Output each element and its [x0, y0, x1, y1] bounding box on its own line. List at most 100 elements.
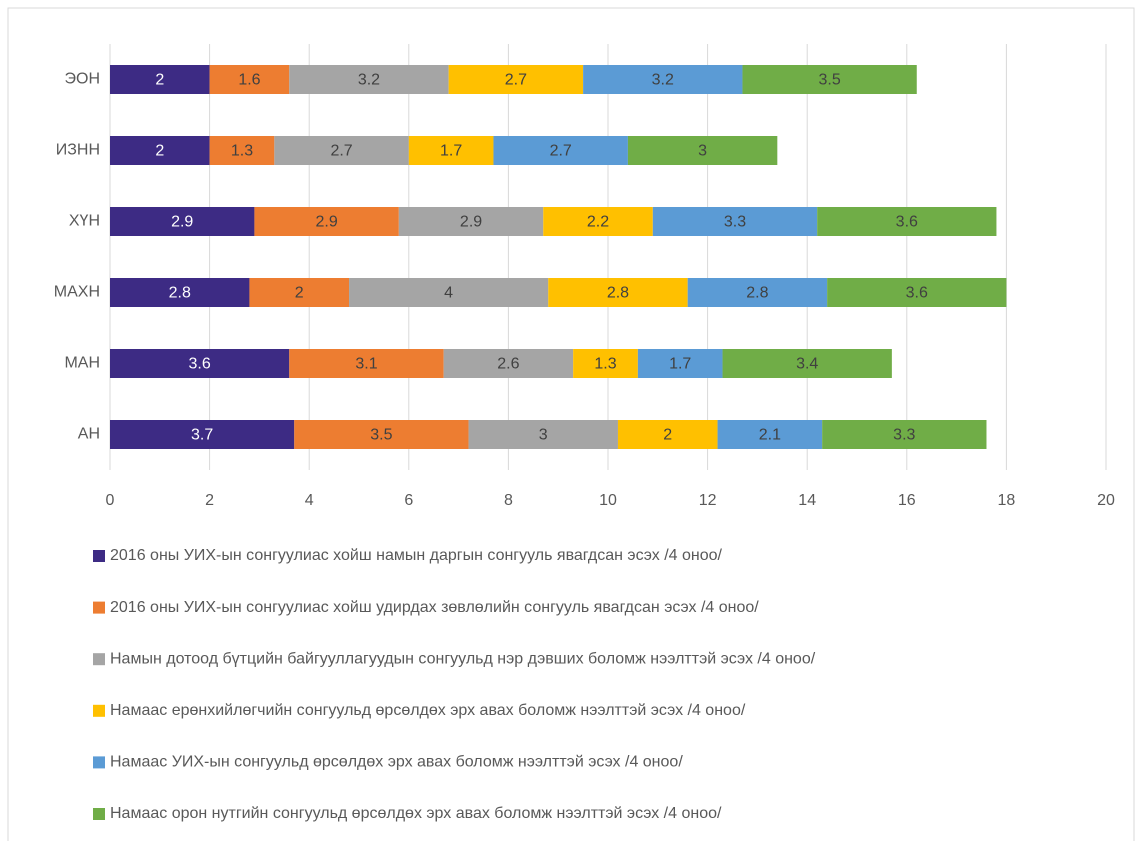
- bar-segment: [349, 278, 549, 307]
- x-tick-label: 20: [1097, 492, 1115, 509]
- data-label: 2: [663, 427, 672, 444]
- bar-segment: [254, 207, 399, 236]
- legend-label: 2016 оны УИХ-ын сонгуулиас хойш удирдах …: [110, 599, 759, 616]
- data-label: 1.6: [238, 72, 260, 89]
- bar-segment: [274, 136, 409, 165]
- legend-swatch: [93, 601, 105, 614]
- bar-segment: [468, 420, 618, 449]
- bar-segment: [289, 349, 444, 378]
- data-label: 4: [444, 285, 453, 302]
- data-label: 3: [539, 427, 548, 444]
- bar-segment: [827, 278, 1007, 307]
- y-tick-label: МАХН: [54, 284, 100, 301]
- data-label: 1.7: [669, 356, 691, 373]
- x-tick-label: 12: [699, 492, 717, 509]
- x-tick-label: 2: [205, 492, 214, 509]
- data-label: 2: [155, 143, 164, 160]
- y-tick-label: ИЗНН: [56, 142, 100, 159]
- bar-segment: [249, 278, 350, 307]
- bar-segment: [110, 207, 255, 236]
- data-label: 2.7: [550, 143, 572, 160]
- bar-segment: [543, 207, 653, 236]
- data-label: 3.7: [191, 427, 213, 444]
- legend-label: Намаас орон нутгийн сонгуульд өрсөлдөх э…: [110, 805, 722, 822]
- bar-segment: [822, 420, 987, 449]
- bar-segment: [742, 65, 917, 94]
- data-label: 1.7: [440, 143, 462, 160]
- x-tick-label: 4: [305, 492, 314, 509]
- x-tick-label: 18: [998, 492, 1016, 509]
- bar-segment: [110, 349, 290, 378]
- y-tick-label: МАН: [64, 355, 100, 372]
- data-label: 2.1: [759, 427, 781, 444]
- bar-segment: [408, 136, 494, 165]
- data-label: 2.6: [497, 356, 519, 373]
- bar-segment: [443, 349, 574, 378]
- y-tick-label: АН: [78, 426, 100, 443]
- legend-swatch: [93, 550, 105, 562]
- data-label: 2.7: [330, 143, 352, 160]
- data-label: 3.4: [796, 356, 818, 373]
- data-label: 2.9: [460, 214, 482, 231]
- bar-segment: [493, 136, 628, 165]
- data-label: 1.3: [231, 143, 253, 160]
- legend-swatch: [93, 808, 105, 820]
- data-label: 2: [155, 72, 164, 89]
- legend-label: Намын дотоод бүтцийн байгууллагуудын сон…: [110, 650, 816, 667]
- bar-segment: [110, 136, 210, 165]
- bar-segment: [448, 65, 584, 94]
- data-label: 3.6: [896, 214, 918, 231]
- bar-segment: [652, 207, 818, 236]
- legend-swatch: [93, 704, 105, 717]
- data-label: 3.2: [358, 72, 380, 89]
- data-label: 1.3: [594, 356, 616, 373]
- data-label: 2.9: [316, 214, 338, 231]
- x-tick-label: 6: [404, 492, 413, 509]
- data-label: 2.8: [746, 285, 768, 302]
- data-label: 2.7: [505, 72, 527, 89]
- bar-segment: [627, 136, 778, 165]
- bar-segment: [687, 278, 828, 307]
- x-tick-label: 16: [898, 492, 916, 509]
- chart-border: [7, 7, 1135, 841]
- legend-swatch: [93, 653, 105, 666]
- bar-segment: [637, 349, 723, 378]
- bar-segment: [110, 65, 210, 94]
- y-tick-label: ХҮН: [69, 213, 100, 230]
- bar-segment: [717, 420, 823, 449]
- data-label: 2.8: [607, 285, 629, 302]
- data-label: 3.5: [818, 72, 840, 89]
- bar-segment: [722, 349, 892, 378]
- data-label: 3.2: [652, 72, 674, 89]
- legend-label: Намаас УИХ-ын сонгуульд өрсөлдөх эрх ава…: [110, 754, 683, 771]
- bar-segment: [617, 420, 718, 449]
- data-label: 2: [295, 285, 304, 302]
- data-label: 3.3: [893, 427, 915, 444]
- bar-segment: [209, 136, 275, 165]
- x-tick-label: 10: [599, 492, 617, 509]
- bar-segment: [573, 349, 638, 378]
- bar-segment: [289, 65, 449, 94]
- bar-segment: [817, 207, 997, 236]
- y-tick-label: ЭОН: [65, 71, 101, 88]
- bar-segment: [294, 420, 469, 449]
- bar-segment: [398, 207, 544, 236]
- bar-segment: [583, 65, 743, 94]
- data-label: 2.9: [171, 214, 193, 231]
- x-tick-label: 0: [106, 492, 115, 509]
- legend-swatch: [93, 756, 105, 769]
- data-label: 2.2: [587, 214, 609, 231]
- bar-segment: [110, 278, 250, 307]
- bar-segment: [548, 278, 688, 307]
- data-label: 3.5: [370, 427, 392, 444]
- data-label: 3.3: [724, 214, 746, 231]
- data-label: 3.6: [906, 285, 928, 302]
- data-label: 3.1: [355, 356, 377, 373]
- x-tick-label: 14: [798, 492, 816, 509]
- data-label: 2.8: [169, 285, 191, 302]
- legend-label: Намаас ерөнхийлөгчийн сонгуульд өрсөлдөх…: [110, 702, 746, 719]
- data-label: 3: [698, 143, 707, 160]
- data-label: 3.6: [189, 356, 211, 373]
- x-tick-label: 8: [504, 492, 513, 509]
